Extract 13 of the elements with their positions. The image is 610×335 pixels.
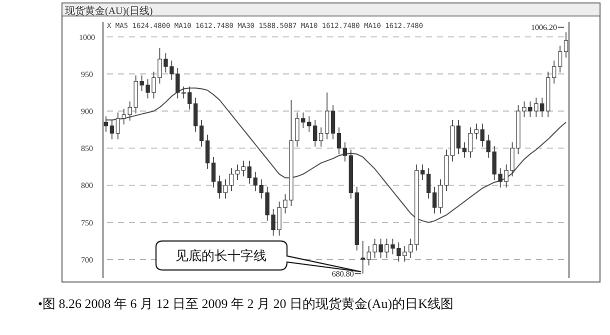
y-tick-label: 750 bbox=[81, 218, 93, 228]
y-tick-label: 950 bbox=[81, 70, 93, 79]
annotation: 680.80 bbox=[332, 270, 354, 279]
chart-title: 现货黄金(AU)(日线) bbox=[65, 5, 153, 17]
annotation: 1006.20 bbox=[531, 23, 558, 32]
y-tick-label: 850 bbox=[81, 144, 93, 154]
y-tick-label: 1000 bbox=[79, 32, 95, 42]
y-tick-label: 900 bbox=[81, 107, 93, 116]
text: •图 8.26 2008 年 6 月 12 日至 2009 年 2 月 20 日的现货黄金(Au)的日K线图 bbox=[38, 296, 454, 311]
y-tick-label: 700 bbox=[81, 255, 93, 264]
callout: 见底的长十字线 bbox=[155, 240, 362, 272]
annotation: 见底的长十字线 bbox=[176, 248, 266, 263]
y-tick-label: 800 bbox=[81, 181, 93, 190]
